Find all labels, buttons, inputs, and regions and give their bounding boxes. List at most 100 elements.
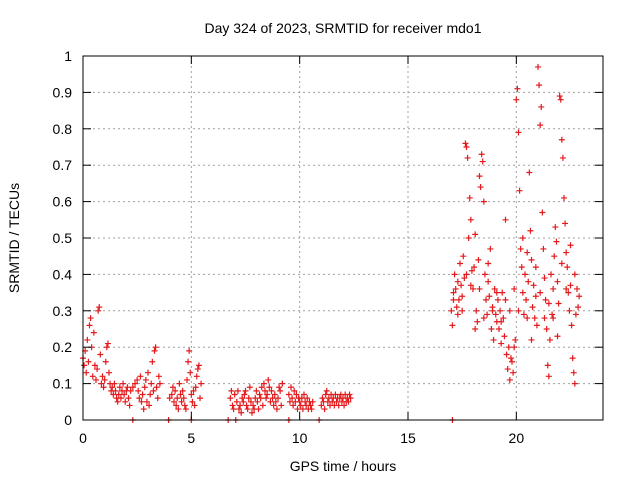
data-point — [319, 395, 326, 402]
data-point — [545, 373, 552, 380]
data-point — [473, 307, 480, 314]
data-point — [511, 344, 518, 351]
data-point — [193, 373, 200, 380]
data-point — [576, 293, 583, 300]
data-point — [512, 336, 519, 343]
data-point — [117, 395, 124, 402]
data-point — [260, 380, 267, 387]
data-point — [178, 398, 185, 405]
data-point — [132, 380, 138, 387]
data-point — [120, 380, 127, 387]
data-point — [516, 187, 523, 194]
data-point — [96, 304, 103, 311]
data-point — [568, 322, 575, 329]
data-point — [459, 307, 466, 314]
data-point — [321, 406, 328, 413]
data-point — [523, 296, 530, 303]
data-point — [468, 267, 475, 274]
data-point — [154, 395, 161, 402]
data-point — [548, 271, 554, 278]
data-point — [493, 289, 500, 296]
data-point — [299, 406, 306, 413]
data-point — [524, 315, 531, 322]
data-point — [535, 63, 541, 70]
data-point — [149, 358, 156, 365]
data-point — [563, 249, 570, 256]
data-point — [86, 322, 93, 329]
data-point — [485, 278, 492, 285]
data-point — [242, 387, 249, 394]
data-point — [168, 391, 175, 398]
data-point — [184, 376, 190, 383]
data-point — [561, 194, 567, 201]
data-point — [125, 395, 132, 402]
data-point — [467, 216, 474, 223]
data-point — [243, 402, 250, 409]
data-point — [240, 398, 247, 405]
grid-lines — [83, 56, 603, 420]
data-point — [245, 395, 252, 402]
data-point — [309, 398, 316, 405]
data-point — [98, 380, 105, 387]
data-point — [532, 264, 539, 271]
data-point — [187, 369, 194, 376]
y-tick-label: 0.1 — [53, 376, 73, 392]
data-point — [298, 395, 305, 402]
data-point — [479, 158, 486, 165]
data-point — [519, 289, 526, 296]
x-tick-label: 5 — [187, 430, 195, 446]
data-point — [552, 224, 559, 231]
data-point — [496, 326, 502, 332]
data-point — [571, 380, 578, 387]
data-point — [481, 271, 488, 278]
data-point — [264, 391, 271, 398]
y-tick-label: 0.4 — [53, 266, 73, 282]
data-point — [307, 402, 314, 409]
data-point — [181, 402, 188, 409]
data-point — [455, 296, 462, 303]
data-point — [172, 387, 179, 394]
data-point — [458, 282, 465, 289]
data-point — [470, 285, 476, 292]
data-point — [269, 395, 276, 402]
data-point — [454, 311, 461, 318]
data-point — [490, 336, 497, 343]
data-point — [275, 395, 281, 402]
data-point — [492, 311, 499, 318]
data-point — [185, 358, 192, 365]
data-point — [462, 140, 469, 147]
data-point — [540, 245, 547, 252]
data-point — [476, 173, 483, 180]
data-point — [550, 315, 557, 322]
data-point — [522, 271, 528, 278]
data-point — [134, 376, 141, 383]
data-point — [166, 395, 173, 402]
data-point — [257, 395, 264, 402]
data-point — [175, 406, 182, 413]
data-point — [567, 242, 574, 249]
data-point — [194, 366, 201, 373]
data-point — [110, 391, 117, 398]
data-point — [289, 395, 296, 402]
data-point — [497, 307, 504, 314]
data-point — [291, 387, 298, 394]
data-point — [258, 384, 265, 391]
data-point — [253, 387, 260, 394]
y-tick-label: 0.3 — [53, 303, 73, 319]
data-point — [546, 336, 553, 343]
data-point — [499, 289, 506, 296]
data-point — [180, 395, 187, 402]
data-point — [115, 391, 122, 398]
data-point — [263, 395, 270, 402]
x-tick-label: 10 — [292, 430, 308, 446]
data-point — [549, 311, 556, 318]
data-point — [290, 402, 297, 409]
data-point — [277, 387, 284, 394]
data-point — [265, 376, 272, 383]
data-point — [94, 366, 101, 373]
y-tick-label: 0.7 — [53, 157, 73, 173]
data-point — [541, 315, 548, 322]
data-point — [188, 391, 195, 398]
data-point — [81, 362, 88, 369]
data-point — [502, 216, 509, 223]
